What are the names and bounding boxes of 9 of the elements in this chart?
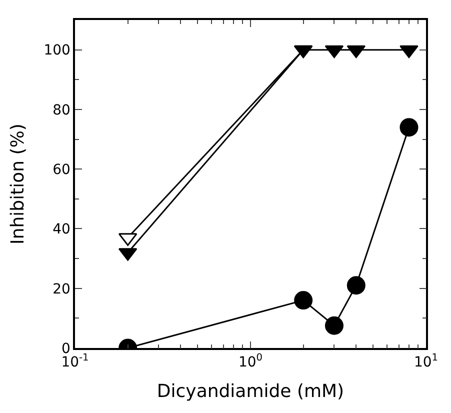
x-tick-label: 10$^{0}$ (238, 352, 263, 371)
y-tick-label: 60 (52, 162, 70, 178)
y-tick-label: 80 (52, 102, 70, 118)
y-tick-label: 100 (44, 42, 70, 59)
y-tick-label: 40 (52, 222, 70, 238)
x-axis-title: Dicyandiamide (mM) (156, 381, 344, 402)
x-tick-label: 10$^{1}$ (414, 352, 438, 371)
y-axis-title: Inhibition (%) (7, 124, 28, 244)
y-tick-label: 20 (52, 281, 70, 298)
